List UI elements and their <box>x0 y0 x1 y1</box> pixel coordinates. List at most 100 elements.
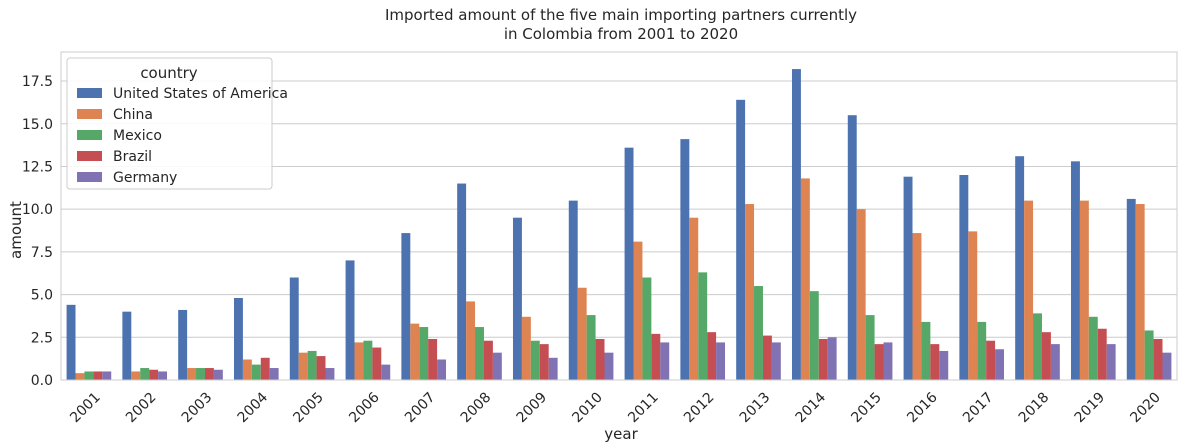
bar-mexico-2006 <box>363 340 373 380</box>
bar-china-2018 <box>1024 200 1034 380</box>
bar-united-states-of-america-2001 <box>66 304 76 380</box>
bar-united-states-of-america-2014 <box>791 69 801 380</box>
bar-china-2002 <box>131 371 141 380</box>
bar-mexico-2017 <box>977 321 987 380</box>
bar-mexico-2002 <box>140 368 150 380</box>
bar-brazil-2016 <box>930 344 940 380</box>
bar-mexico-2018 <box>1033 313 1042 380</box>
bar-brazil-2011 <box>651 333 661 380</box>
y-tick-label: 10.0 <box>22 202 53 218</box>
bar-germany-2006 <box>381 364 391 380</box>
bar-mexico-2014 <box>809 291 819 380</box>
x-tick-label: 2015 <box>848 390 885 427</box>
plot-frame <box>60 51 1178 381</box>
chart-title-line-2: in Colombia from 2001 to 2020 <box>504 25 738 43</box>
bar-brazil-2012 <box>707 332 717 380</box>
bar-china-2008 <box>466 301 476 380</box>
bar-mexico-2005 <box>307 350 317 380</box>
bar-china-2017 <box>968 231 978 380</box>
bar-china-2010 <box>577 287 587 380</box>
legend-box <box>66 57 273 190</box>
bar-germany-2002 <box>158 371 168 380</box>
bar-china-2006 <box>354 342 364 380</box>
legend-label: Germany <box>113 170 177 186</box>
bar-mexico-2012 <box>698 272 708 380</box>
bar-brazil-2003 <box>204 368 214 380</box>
bars <box>66 69 1172 380</box>
bar-china-2007 <box>410 323 420 380</box>
bar-united-states-of-america-2017 <box>959 175 969 380</box>
bar-germany-2016 <box>939 350 949 380</box>
bar-germany-2007 <box>437 359 447 380</box>
x-tick-label: 2006 <box>346 389 383 426</box>
legend-swatch <box>77 151 102 161</box>
legend-label: Brazil <box>113 149 152 165</box>
bar-brazil-2002 <box>149 369 159 380</box>
y-tick-label: 2.5 <box>31 330 53 346</box>
y-tick-label: 0.0 <box>31 373 53 389</box>
bar-germany-2011 <box>660 342 670 380</box>
x-tick-label: 2002 <box>123 390 160 427</box>
x-tick-label: 2005 <box>290 390 327 427</box>
x-tick-label: 2011 <box>625 390 662 427</box>
y-tick-label: 5.0 <box>31 288 53 304</box>
bar-germany-2013 <box>771 342 781 380</box>
y-tick-label: 17.5 <box>22 74 53 90</box>
y-tick-labels: 0.0 2.5 5.0 7.5 10.0 12.5 15.0 17.5 <box>22 74 53 389</box>
bar-germany-2010 <box>604 352 614 380</box>
bar-mexico-2003 <box>196 368 205 380</box>
x-tick-label: 2004 <box>235 389 272 426</box>
x-axis-title: year <box>604 425 638 443</box>
bar-mexico-2011 <box>642 277 652 380</box>
x-tick-label: 2009 <box>514 390 551 427</box>
bar-united-states-of-america-2006 <box>345 260 355 380</box>
bar-brazil-2018 <box>1041 332 1051 380</box>
chart-title-line-1: Imported amount of the five main importi… <box>385 6 857 24</box>
bar-mexico-2016 <box>921 321 931 380</box>
bar-united-states-of-america-2015 <box>847 115 857 380</box>
bar-mexico-2009 <box>530 340 540 380</box>
bar-mexico-2008 <box>475 327 484 380</box>
bar-brazil-2001 <box>93 371 103 380</box>
bar-united-states-of-america-2020 <box>1126 198 1136 380</box>
bar-united-states-of-america-2019 <box>1070 161 1080 380</box>
bar-china-2009 <box>521 316 531 380</box>
bar-germany-2003 <box>213 369 223 380</box>
legend-swatch <box>77 88 102 98</box>
bar-united-states-of-america-2012 <box>680 139 690 380</box>
x-tick-label: 2019 <box>1072 390 1109 427</box>
bar-germany-2014 <box>827 337 837 380</box>
legend-swatch <box>77 109 102 119</box>
x-tick-label: 2012 <box>681 390 718 427</box>
bar-united-states-of-america-2008 <box>457 183 467 380</box>
bar-brazil-2014 <box>818 339 828 380</box>
bar-brazil-2008 <box>483 340 493 380</box>
bar-china-2011 <box>633 241 643 380</box>
legend-label: China <box>113 107 153 123</box>
x-tick-label: 2014 <box>793 389 830 426</box>
y-tick-label: 12.5 <box>22 159 53 175</box>
legend-swatch <box>77 172 102 182</box>
x-tick-label: 2008 <box>458 390 495 427</box>
y-axis-title: amount <box>7 201 25 259</box>
bar-china-2019 <box>1079 200 1089 380</box>
bar-brazil-2015 <box>874 344 884 380</box>
bar-united-states-of-america-2018 <box>1015 156 1025 380</box>
bar-brazil-2007 <box>428 339 438 380</box>
bar-china-2004 <box>242 359 252 380</box>
bar-united-states-of-america-2005 <box>289 277 299 380</box>
x-tick-label: 2001 <box>67 390 104 427</box>
bar-china-2005 <box>298 352 308 380</box>
x-tick-label: 2013 <box>737 390 774 427</box>
bar-mexico-2004 <box>251 364 261 380</box>
bar-brazil-2010 <box>595 339 605 380</box>
bar-germany-2012 <box>716 342 726 380</box>
bar-germany-2001 <box>102 371 112 380</box>
bar-china-2013 <box>745 204 755 380</box>
bar-china-2001 <box>75 373 85 380</box>
legend-title: country <box>140 64 197 82</box>
bar-germany-2015 <box>883 342 893 380</box>
bar-germany-2019 <box>1106 344 1116 380</box>
bar-brazil-2006 <box>372 347 382 380</box>
x-tick-label: 2018 <box>1016 390 1053 427</box>
